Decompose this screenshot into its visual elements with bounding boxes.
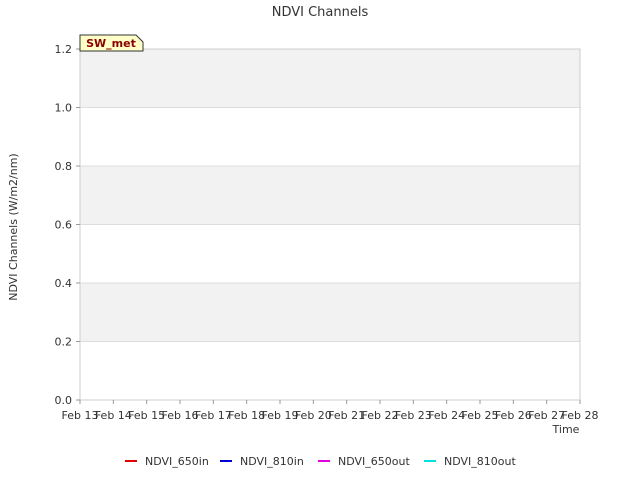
- y-tick-label: 1.0: [55, 102, 73, 115]
- x-tick-label: Feb 15: [128, 409, 165, 422]
- plot-band: [80, 341, 580, 400]
- x-tick-label: Feb 24: [428, 409, 465, 422]
- y-tick-label: 0.0: [55, 394, 73, 407]
- y-axis-ticks: 0.0 0.2 0.4 0.6 0.8 1.0 1.2: [55, 43, 80, 407]
- x-tick-label: Feb 18: [228, 409, 265, 422]
- plot-band: [80, 166, 580, 225]
- x-tick-label: Feb 28: [562, 409, 599, 422]
- y-axis-label: NDVI Channels (W/m2/nm): [7, 153, 20, 300]
- legend-item: NDVI_650out: [318, 455, 410, 468]
- y-tick-label: 0.2: [55, 336, 73, 349]
- x-tick-label: Feb 16: [162, 409, 199, 422]
- y-tick-label: 0.4: [55, 277, 73, 290]
- plot-band: [80, 224, 580, 283]
- x-tick-label: Feb 13: [62, 409, 99, 422]
- x-tick-label: Feb 17: [195, 409, 232, 422]
- annotation-box: SW_met: [79, 34, 144, 52]
- legend-label: NDVI_810in: [240, 455, 304, 468]
- x-tick-label: Feb 20: [295, 409, 332, 422]
- y-tick-label: 0.6: [55, 219, 73, 232]
- legend-item: NDVI_810in: [220, 455, 304, 468]
- y-tick-label: 1.2: [55, 43, 73, 56]
- plot-band: [80, 283, 580, 342]
- x-tick-label: Feb 23: [395, 409, 432, 422]
- legend: NDVI_650in NDVI_810in NDVI_650out NDVI_810o…: [125, 455, 516, 468]
- legend-label: NDVI_650in: [145, 455, 209, 468]
- x-tick-label: Feb 22: [362, 409, 399, 422]
- y-tick-label: 0.8: [55, 160, 73, 173]
- x-tick-label: Feb 25: [462, 409, 499, 422]
- x-axis-label: Time: [552, 423, 580, 436]
- legend-label: NDVI_650out: [338, 455, 410, 468]
- x-tick-label: Feb 19: [262, 409, 299, 422]
- x-tick-label: Feb 14: [95, 409, 132, 422]
- legend-item: NDVI_810out: [424, 455, 516, 468]
- chart-title: NDVI Channels: [272, 5, 369, 20]
- annotation-label: SW_met: [86, 37, 136, 50]
- plot-background: [80, 49, 580, 400]
- plot-band: [80, 49, 580, 108]
- plot-band: [80, 107, 580, 166]
- x-tick-label: Feb 21: [328, 409, 365, 422]
- legend-item: NDVI_650in: [125, 455, 209, 468]
- legend-label: NDVI_810out: [444, 455, 516, 468]
- x-tick-label: Feb 27: [528, 409, 565, 422]
- x-tick-label: Feb 26: [495, 409, 532, 422]
